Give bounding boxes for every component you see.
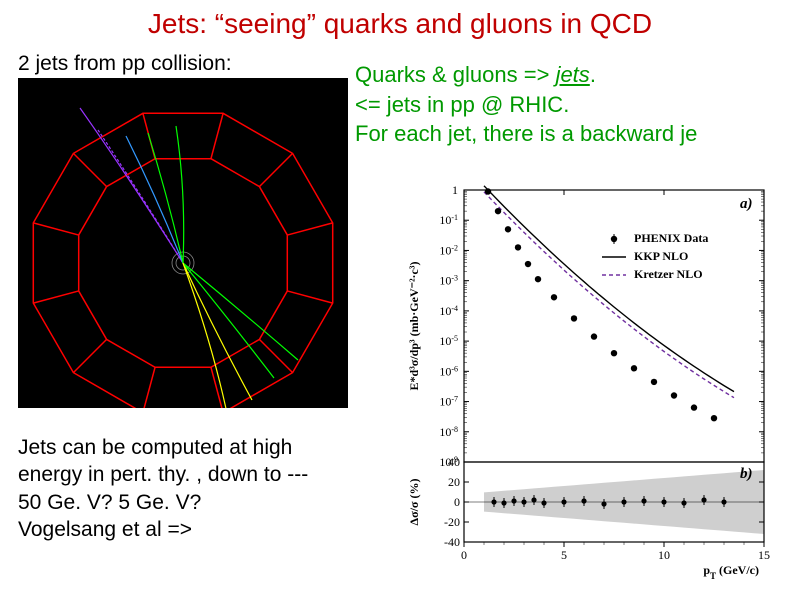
svg-text:0: 0 <box>454 495 460 509</box>
summary-line3: For each jet, there is a backward je <box>355 121 697 146</box>
svg-text:10-3: 10-3 <box>439 273 458 288</box>
cross-section-chart: 110-110-210-310-410-510-610-710-810-9E*d… <box>402 182 782 582</box>
svg-text:5: 5 <box>561 548 567 562</box>
svg-text:Kretzer NLO: Kretzer NLO <box>634 267 703 281</box>
summary-line1-c: . <box>590 62 596 87</box>
bottom-l3: 50 Ge. V? 5 Ge. V? <box>18 491 201 514</box>
svg-text:10: 10 <box>658 548 670 562</box>
svg-text:PHENIX Data: PHENIX Data <box>634 231 708 245</box>
svg-text:1: 1 <box>452 183 458 197</box>
summary-text: Quarks & gluons => jets. <= jets in pp @… <box>355 60 697 149</box>
svg-text:a): a) <box>740 196 753 212</box>
svg-text:Δσ/σ (%): Δσ/σ (%) <box>407 479 421 526</box>
svg-text:pT (GeV/c): pT (GeV/c) <box>703 563 759 581</box>
svg-text:40: 40 <box>448 455 460 469</box>
svg-text:10-6: 10-6 <box>439 364 458 379</box>
svg-text:20: 20 <box>448 475 460 489</box>
svg-text:E*d³σ/dp³ (mb·GeV⁻²·c³): E*d³σ/dp³ (mb·GeV⁻²·c³) <box>407 262 421 391</box>
svg-text:10-7: 10-7 <box>439 394 458 409</box>
svg-text:0: 0 <box>461 548 467 562</box>
detector-event-display <box>18 78 348 408</box>
bottom-l1: Jets can be computed at high <box>18 436 292 459</box>
svg-text:b): b) <box>740 466 753 482</box>
slide-title: Jets: “seeing” quarks and gluons in QCD <box>0 8 800 40</box>
svg-text:15: 15 <box>758 548 770 562</box>
svg-text:10-1: 10-1 <box>439 213 458 228</box>
bottom-note: Jets can be computed at high energy in p… <box>18 434 308 543</box>
summary-line2: <= jets in pp @ RHIC. <box>355 92 569 117</box>
svg-text:KKP NLO: KKP NLO <box>634 249 688 263</box>
bottom-l4: Vogelsang et al => <box>18 518 192 541</box>
svg-text:10-5: 10-5 <box>439 334 458 349</box>
summary-line1-a: Quarks & gluons => <box>355 62 556 87</box>
svg-text:10-8: 10-8 <box>439 424 458 439</box>
svg-text:-20: -20 <box>444 515 460 529</box>
summary-jets-word: jets <box>556 62 590 87</box>
svg-text:-40: -40 <box>444 535 460 549</box>
detector-caption-line1: 2 jets from pp collision: <box>18 52 232 76</box>
svg-text:10-2: 10-2 <box>439 243 458 258</box>
svg-text:10-4: 10-4 <box>439 303 458 318</box>
bottom-l2: energy in pert. thy. , down to --- <box>18 463 308 486</box>
